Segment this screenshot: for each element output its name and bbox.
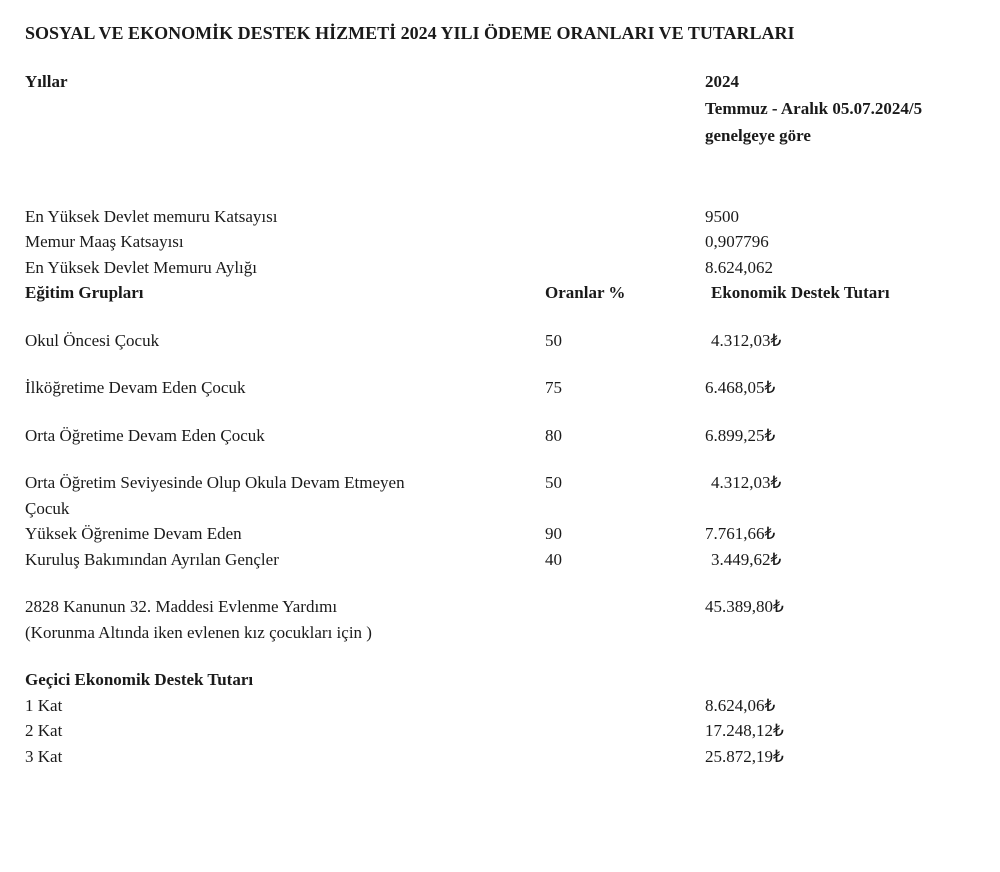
temporary-row: 3 Kat 25.872,19₺	[25, 744, 975, 770]
marriage-amount: 45.389,80₺	[705, 594, 975, 620]
edu-amount: 6.468,05₺	[705, 375, 975, 401]
temp-label: 1 Kat	[25, 693, 545, 719]
temp-amount: 25.872,19₺	[705, 744, 975, 770]
coeff-label: En Yüksek Devlet Memuru Aylığı	[25, 255, 545, 281]
edu-label: Kuruluş Bakımından Ayrılan Gençler	[25, 547, 545, 573]
edu-label: Okul Öncesi Çocuk	[25, 328, 545, 354]
edu-amount: 4.312,03₺	[705, 328, 975, 354]
year-value: 2024	[705, 69, 975, 95]
edu-rate: 75	[545, 375, 705, 401]
education-row: Orta Öğretim Seviyesinde Olup Okula Deva…	[25, 470, 975, 496]
temporary-header: Geçici Ekonomik Destek Tutarı	[25, 667, 545, 693]
edu-rate: 80	[545, 423, 705, 449]
education-row: Okul Öncesi Çocuk 50 4.312,03₺	[25, 328, 975, 354]
marriage-label: 2828 Kanunun 32. Maddesi Evlenme Yardımı	[25, 594, 545, 620]
edu-label: Yüksek Öğrenime Devam Eden	[25, 521, 545, 547]
coeff-value: 8.624,062	[705, 255, 975, 281]
coeff-label: Memur Maaş Katsayısı	[25, 229, 545, 255]
coeff-value: 0,907796	[705, 229, 975, 255]
education-header-row: Eğitim Grupları Oranlar % Ekonomik Deste…	[25, 280, 975, 306]
page-title: SOSYAL VE EKONOMİK DESTEK HİZMETİ 2024 Y…	[25, 20, 975, 47]
data-table: Yıllar 2024 Temmuz - Aralık 05.07.2024/5…	[25, 69, 975, 769]
temporary-row: 2 Kat 17.248,12₺	[25, 718, 975, 744]
edu-rate: 90	[545, 521, 705, 547]
temp-label: 3 Kat	[25, 744, 545, 770]
coefficient-row: En Yüksek Devlet memuru Katsayısı 9500	[25, 204, 975, 230]
temp-amount: 17.248,12₺	[705, 718, 975, 744]
edu-rate: 50	[545, 328, 705, 354]
edu-header-amount: Ekonomik Destek Tutarı	[705, 280, 975, 306]
marriage-label-cont: (Korunma Altında iken evlenen kız çocukl…	[25, 620, 545, 646]
education-row: Kuruluş Bakımından Ayrılan Gençler 40 3.…	[25, 547, 975, 573]
edu-amount: 7.761,66₺	[705, 521, 975, 547]
marriage-row-cont: (Korunma Altında iken evlenen kız çocukl…	[25, 620, 975, 646]
temporary-header-row: Geçici Ekonomik Destek Tutarı	[25, 667, 975, 693]
edu-amount: 6.899,25₺	[705, 423, 975, 449]
edu-header-rates: Oranlar %	[545, 280, 705, 306]
marriage-row: 2828 Kanunun 32. Maddesi Evlenme Yardımı…	[25, 594, 975, 620]
coeff-label: En Yüksek Devlet memuru Katsayısı	[25, 204, 545, 230]
temp-label: 2 Kat	[25, 718, 545, 744]
edu-label: Orta Öğretim Seviyesinde Olup Okula Deva…	[25, 470, 545, 496]
edu-rate: 40	[545, 547, 705, 573]
education-row: Orta Öğretime Devam Eden Çocuk 80 6.899,…	[25, 423, 975, 449]
temp-amount: 8.624,06₺	[705, 693, 975, 719]
year-subtext-2: genelgeye göre	[705, 122, 975, 149]
edu-label-cont: Çocuk	[25, 496, 545, 522]
coefficient-row: Memur Maaş Katsayısı 0,907796	[25, 229, 975, 255]
edu-label: İlköğretime Devam Eden Çocuk	[25, 375, 545, 401]
header-row: Yıllar 2024 Temmuz - Aralık 05.07.2024/5…	[25, 69, 975, 149]
coefficient-row: En Yüksek Devlet Memuru Aylığı 8.624,062	[25, 255, 975, 281]
education-row: İlköğretime Devam Eden Çocuk 75 6.468,05…	[25, 375, 975, 401]
edu-label: Orta Öğretime Devam Eden Çocuk	[25, 423, 545, 449]
edu-amount: 4.312,03₺	[705, 470, 975, 496]
coeff-value: 9500	[705, 204, 975, 230]
edu-header-groups: Eğitim Grupları	[25, 280, 545, 306]
year-subtext-1: Temmuz - Aralık 05.07.2024/5	[705, 95, 975, 122]
edu-rate: 50	[545, 470, 705, 496]
education-row: Yüksek Öğrenime Devam Eden 90 7.761,66₺	[25, 521, 975, 547]
education-row-cont: Çocuk	[25, 496, 975, 522]
years-label: Yıllar	[25, 69, 545, 149]
edu-amount: 3.449,62₺	[705, 547, 975, 573]
temporary-row: 1 Kat 8.624,06₺	[25, 693, 975, 719]
